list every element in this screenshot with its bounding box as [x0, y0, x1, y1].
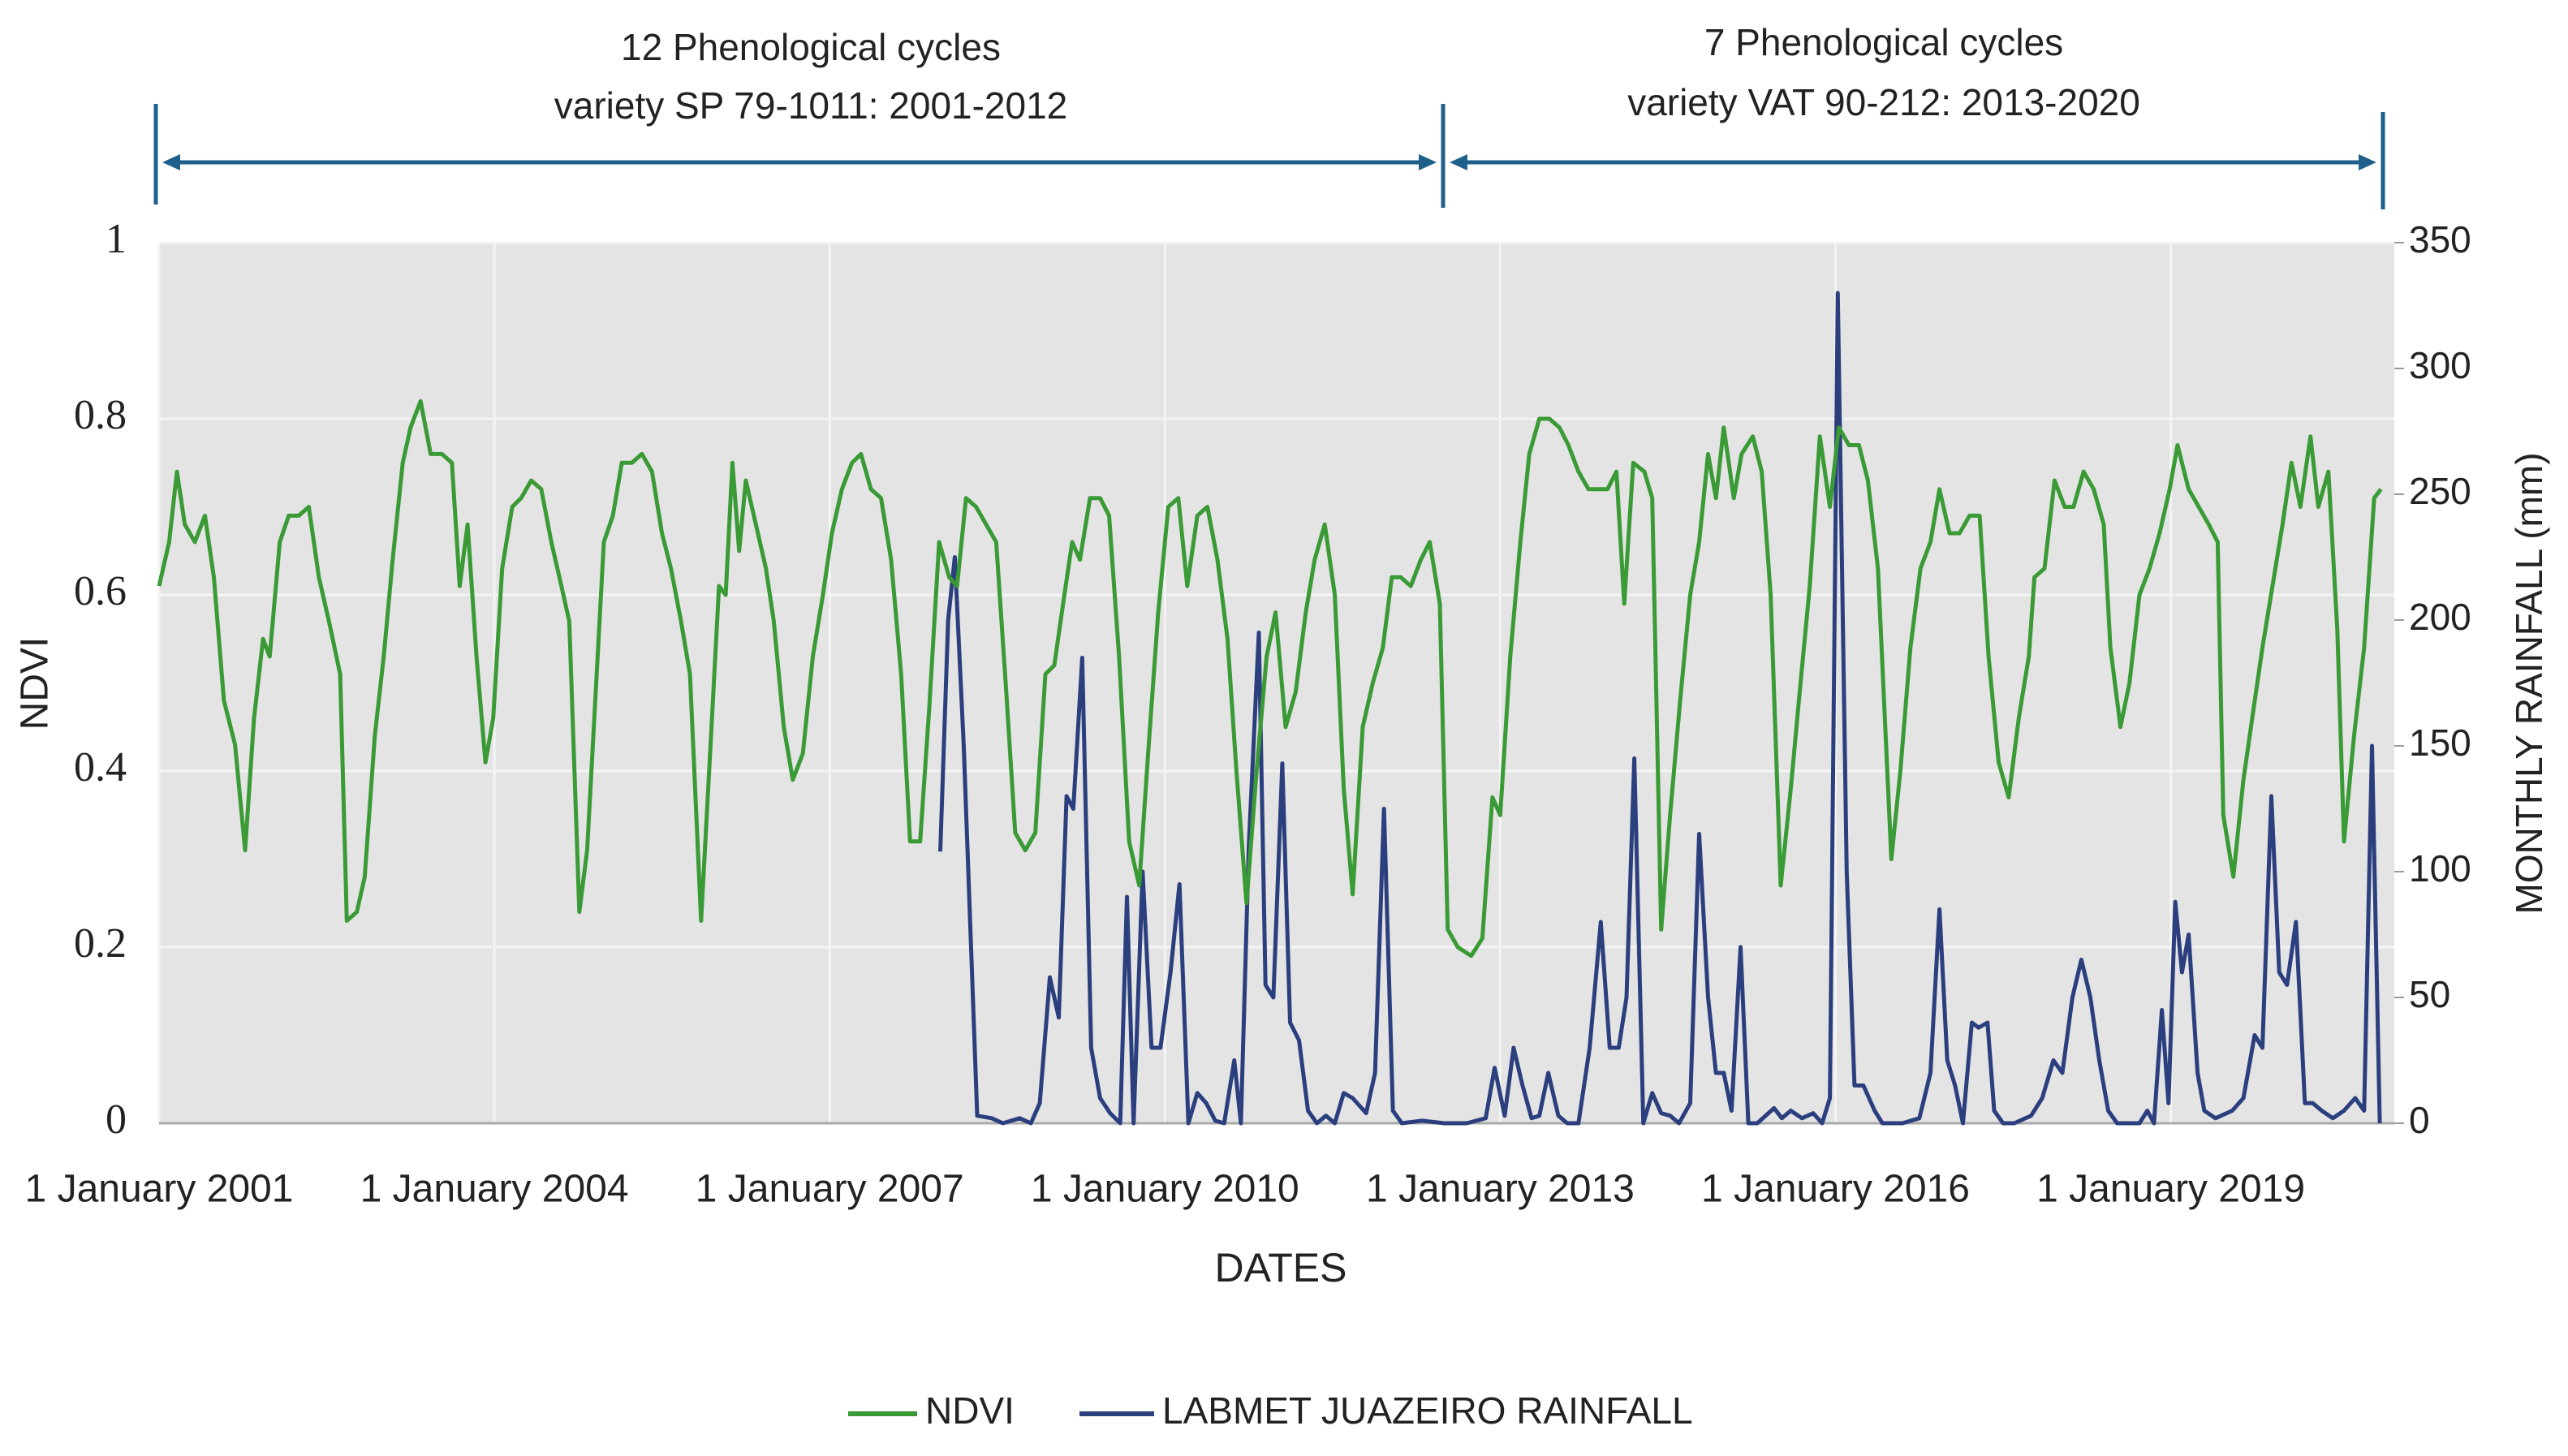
y-tick-label: 0.4 — [74, 744, 127, 790]
legend-label: LABMET JUAZEIRO RAINFALL — [1162, 1389, 1693, 1432]
y2-tick-label: 50 — [2409, 973, 2450, 1015]
y2-tick-label: 350 — [2409, 218, 2471, 261]
x-tick-label: 1 January 2010 — [1031, 1168, 1299, 1211]
y-tick-label: 0.6 — [74, 568, 127, 614]
arrow-head — [2359, 154, 2376, 170]
y-tick-label: 0.2 — [74, 920, 127, 967]
y2-tick-label: 150 — [2409, 722, 2471, 764]
y-axis-label: NDVI — [14, 637, 57, 730]
x-tick-label: 1 January 2001 — [25, 1168, 294, 1211]
arrow-head — [162, 154, 180, 170]
series-line — [157, 398, 2383, 958]
x-tick-label: 1 January 2013 — [1366, 1168, 1635, 1211]
y2-tick-label: 0 — [2409, 1099, 2430, 1141]
arrow-head — [1419, 154, 1437, 170]
annotation: variety VAT 90-212: 2013-2020 — [1627, 81, 2140, 123]
annotation: variety SP 79-1011: 2001-2012 — [554, 84, 1068, 127]
x-axis-label: DATES — [1215, 1245, 1347, 1290]
annotation-brackets — [153, 104, 2385, 209]
y2-tick-label: 200 — [2409, 596, 2471, 638]
y2-tick-label: 100 — [2409, 847, 2471, 890]
x-tick-label: 1 January 2016 — [1701, 1168, 1970, 1211]
y2-tick-label: 300 — [2409, 344, 2471, 386]
legend-label: NDVI — [925, 1389, 1015, 1432]
x-tick-label: 1 January 2007 — [696, 1168, 964, 1211]
series-line — [938, 291, 2382, 1126]
annotation: 12 Phenological cycles — [621, 26, 1001, 68]
y-tick-label: 0 — [106, 1096, 127, 1143]
annotation: 7 Phenological cycles — [1704, 21, 2063, 63]
x-tick-label: 1 January 2004 — [360, 1168, 629, 1211]
y2-tick-label: 250 — [2409, 470, 2471, 512]
arrow-head — [1450, 154, 1467, 170]
y-tick-label: 0.8 — [74, 392, 127, 438]
y-tick-label: 1 — [106, 216, 127, 262]
x-tick-label: 1 January 2019 — [2036, 1168, 2305, 1211]
plot-background — [159, 243, 2394, 1123]
y2-axis-label: MONTHLY RAINFALL (mm) — [2508, 452, 2550, 914]
